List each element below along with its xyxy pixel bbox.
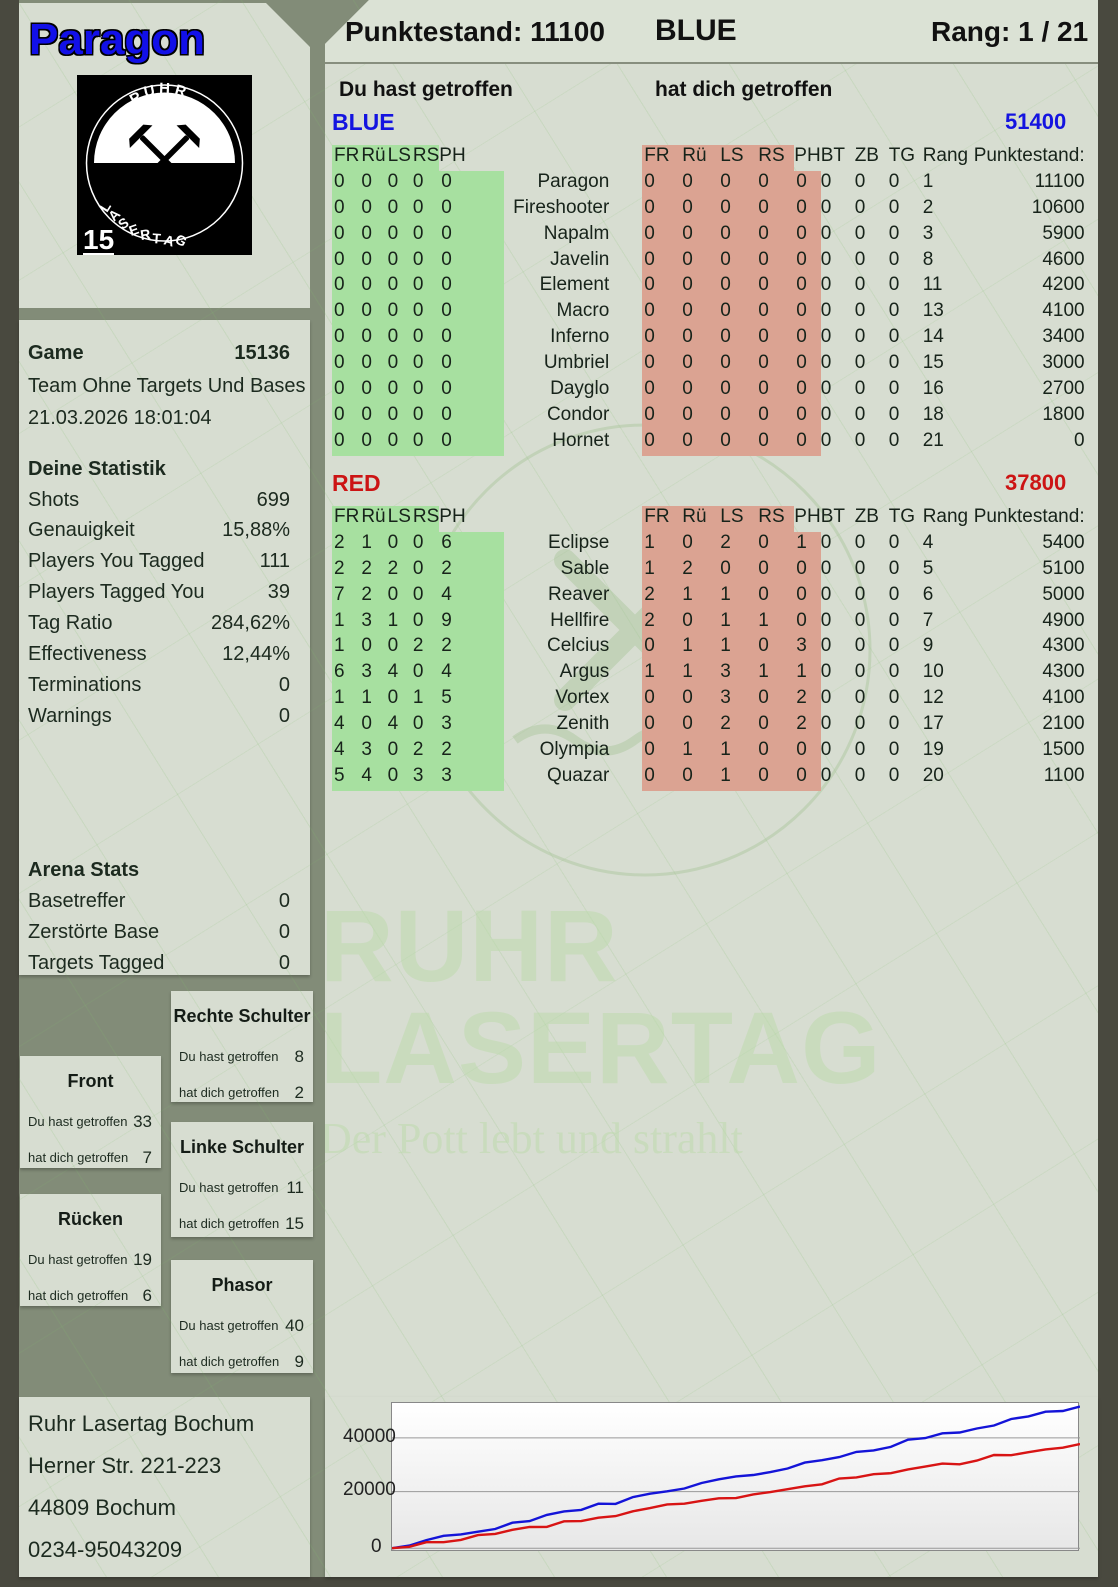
svg-text:15: 15: [83, 224, 114, 255]
svg-text:H: H: [159, 80, 170, 97]
svg-text:T: T: [152, 230, 162, 247]
svg-text:R: R: [139, 226, 151, 243]
svg-text:U: U: [142, 82, 156, 101]
